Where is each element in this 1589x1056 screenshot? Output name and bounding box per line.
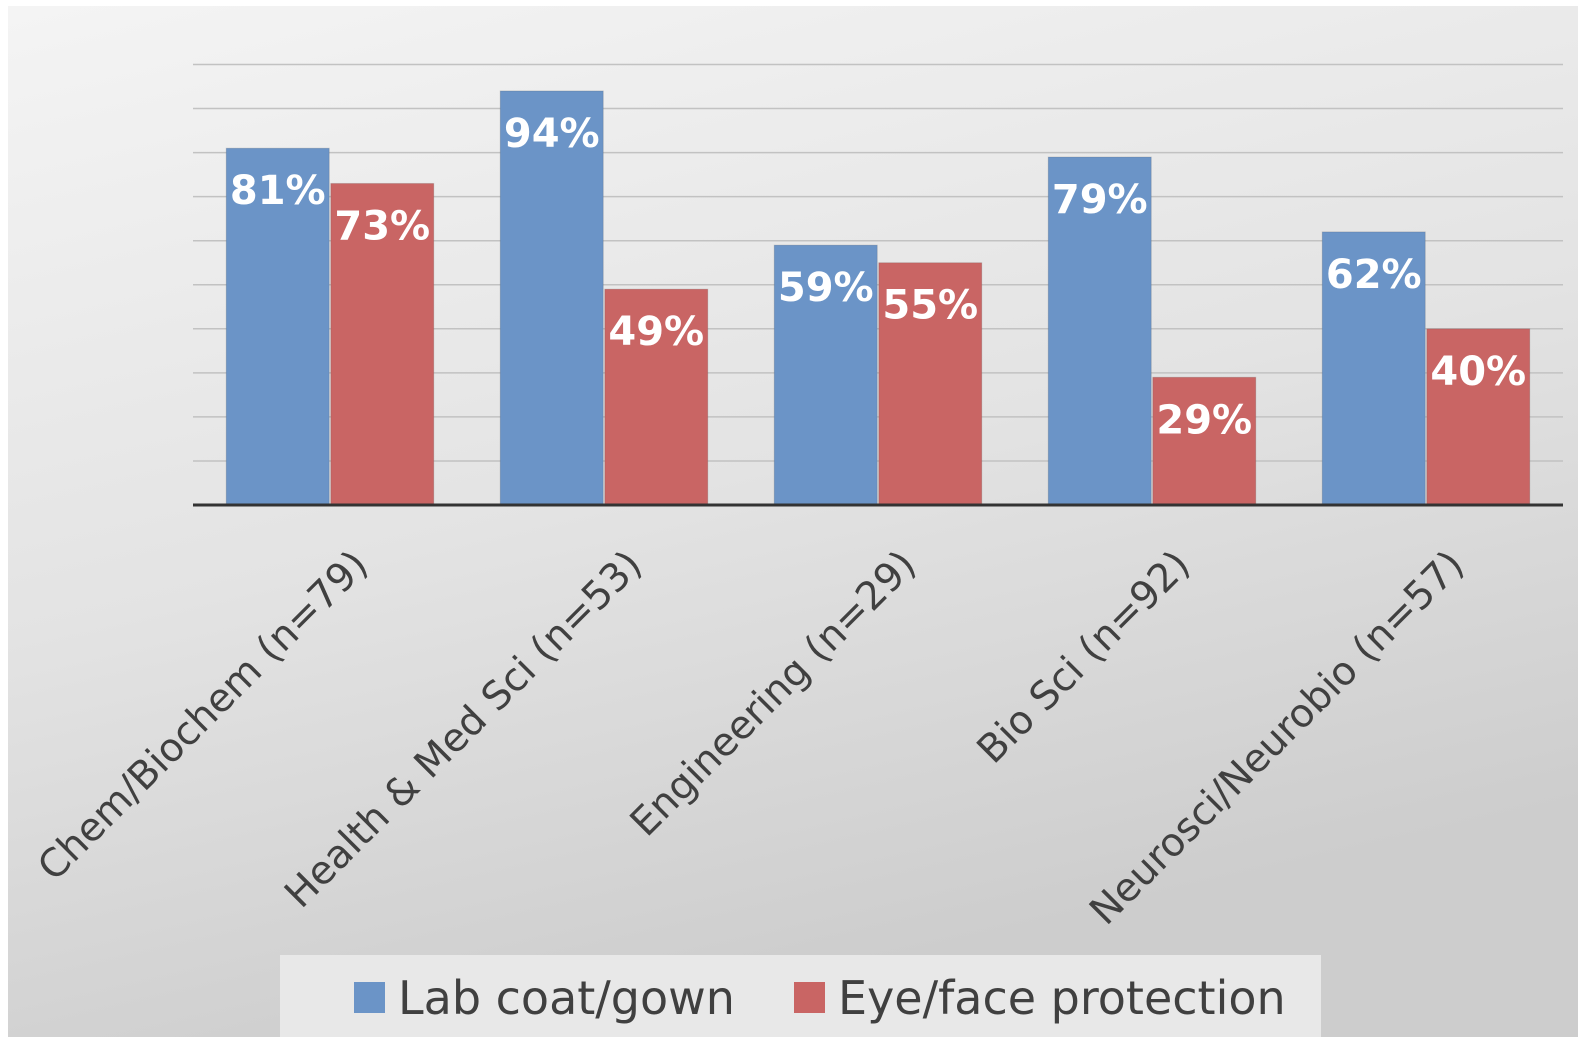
legend-swatch-lab-coat: [354, 982, 385, 1013]
data-label: 62%: [1326, 252, 1422, 298]
legend-swatch-eye-face: [794, 982, 825, 1013]
data-label: 81%: [230, 168, 326, 214]
bar: [225, 147, 330, 506]
bars: 81%73% 94% 49% 59% 55% 79% 29% 62% 40%: [225, 90, 1531, 506]
bar: [773, 244, 878, 506]
bar: [1047, 156, 1152, 506]
bar: [1152, 376, 1257, 506]
data-label: 29%: [1156, 397, 1252, 443]
legend-label-eye-face: Eye/face protection: [838, 971, 1286, 1025]
data-label: 49%: [608, 309, 704, 355]
bar: [499, 90, 604, 506]
legend-label-lab-coat: Lab coat/gown: [398, 971, 735, 1025]
bar: [604, 288, 709, 506]
bar: [1426, 328, 1531, 506]
data-label: 79%: [1052, 177, 1148, 223]
legend: Lab coat/gown Eye/face protection: [280, 955, 1321, 1037]
data-label: 59%: [778, 265, 874, 311]
bar: [1321, 231, 1426, 506]
data-label: 55%: [882, 283, 978, 329]
bar: [878, 262, 983, 506]
data-label: 40%: [1430, 349, 1526, 395]
data-label: 73%: [334, 203, 430, 249]
data-label: 94%: [504, 111, 600, 157]
